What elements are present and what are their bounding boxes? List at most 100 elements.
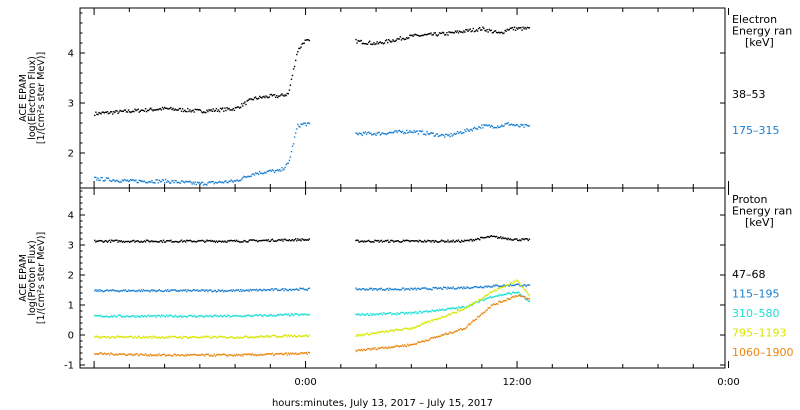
data-point xyxy=(254,172,257,174)
data-point xyxy=(241,337,243,339)
data-point xyxy=(499,237,501,239)
data-point xyxy=(249,315,251,318)
data-point xyxy=(430,288,432,291)
data-point xyxy=(400,345,403,347)
data-point xyxy=(247,289,249,291)
data-point xyxy=(250,98,252,100)
data-point xyxy=(379,41,381,43)
data-point xyxy=(420,312,423,314)
data-point xyxy=(301,238,303,240)
data-point xyxy=(415,343,417,345)
data-point xyxy=(277,96,279,99)
data-point xyxy=(484,311,486,313)
data-point xyxy=(464,328,466,330)
data-point xyxy=(94,314,96,317)
data-point xyxy=(222,316,224,318)
data-point xyxy=(526,298,528,301)
data-point xyxy=(425,241,427,243)
data-point xyxy=(388,241,390,243)
data-point xyxy=(168,108,170,110)
data-point xyxy=(107,112,110,115)
data-point xyxy=(228,180,230,182)
data-point xyxy=(413,343,415,345)
data-point xyxy=(132,110,134,112)
data-point xyxy=(413,327,415,329)
data-point xyxy=(249,98,251,100)
data-point xyxy=(424,33,426,36)
data-point xyxy=(453,241,455,243)
data-point xyxy=(159,181,162,183)
data-point xyxy=(251,336,253,338)
data-point xyxy=(191,183,193,185)
data-point xyxy=(125,354,128,356)
data-point xyxy=(195,108,197,111)
data-point xyxy=(483,286,485,289)
data-point xyxy=(507,29,509,31)
data-point xyxy=(466,128,468,130)
data-point xyxy=(422,241,425,243)
data-point xyxy=(256,315,259,317)
data-point xyxy=(106,177,109,179)
data-point xyxy=(402,328,405,330)
data-point xyxy=(101,111,103,113)
data-point xyxy=(207,336,209,338)
data-point xyxy=(466,29,468,31)
data-point xyxy=(262,96,264,98)
data-point xyxy=(129,353,131,356)
data-point xyxy=(209,355,211,357)
data-point xyxy=(434,240,436,242)
data-point xyxy=(185,353,187,356)
data-point xyxy=(287,289,289,292)
data-point xyxy=(520,294,522,296)
data-point xyxy=(261,289,263,292)
data-point xyxy=(493,303,496,306)
data-point xyxy=(156,108,158,111)
data-point xyxy=(233,109,236,112)
data-point xyxy=(436,319,439,321)
data-point xyxy=(204,316,206,318)
data-point xyxy=(112,179,114,181)
data-point xyxy=(410,327,412,329)
data-point xyxy=(202,239,204,242)
data-point xyxy=(287,352,289,354)
data-point xyxy=(508,124,510,126)
data-point xyxy=(240,315,242,317)
data-point xyxy=(303,335,305,337)
data-point xyxy=(425,321,427,323)
data-point xyxy=(306,39,308,41)
data-point xyxy=(179,182,182,184)
data-point xyxy=(296,353,298,355)
data-point xyxy=(428,33,430,35)
data-point xyxy=(501,124,503,126)
data-point xyxy=(254,335,257,338)
data-point xyxy=(452,134,454,136)
data-point xyxy=(390,330,392,332)
data-point xyxy=(405,345,407,347)
data-point xyxy=(167,180,169,182)
data-point xyxy=(117,112,119,115)
data-point xyxy=(126,240,129,243)
data-point xyxy=(182,181,185,183)
data-point xyxy=(471,30,473,32)
data-point xyxy=(492,127,495,129)
data-point xyxy=(155,240,157,243)
data-point xyxy=(286,336,288,338)
data-point xyxy=(490,291,492,294)
data-point xyxy=(489,291,491,293)
data-point xyxy=(475,318,478,320)
data-point xyxy=(151,355,153,357)
data-point xyxy=(110,336,112,339)
data-point xyxy=(512,280,515,282)
data-point xyxy=(98,314,100,317)
data-point xyxy=(237,315,240,317)
data-point xyxy=(234,290,237,292)
data-point xyxy=(121,336,123,338)
data-point xyxy=(127,180,130,183)
data-point xyxy=(384,289,387,291)
data-point xyxy=(359,40,361,42)
data-point xyxy=(402,312,405,314)
y-axis-title-line: ACE EPAM xyxy=(18,74,29,122)
data-point xyxy=(205,183,207,186)
data-point xyxy=(463,240,465,243)
data-point xyxy=(410,34,412,37)
